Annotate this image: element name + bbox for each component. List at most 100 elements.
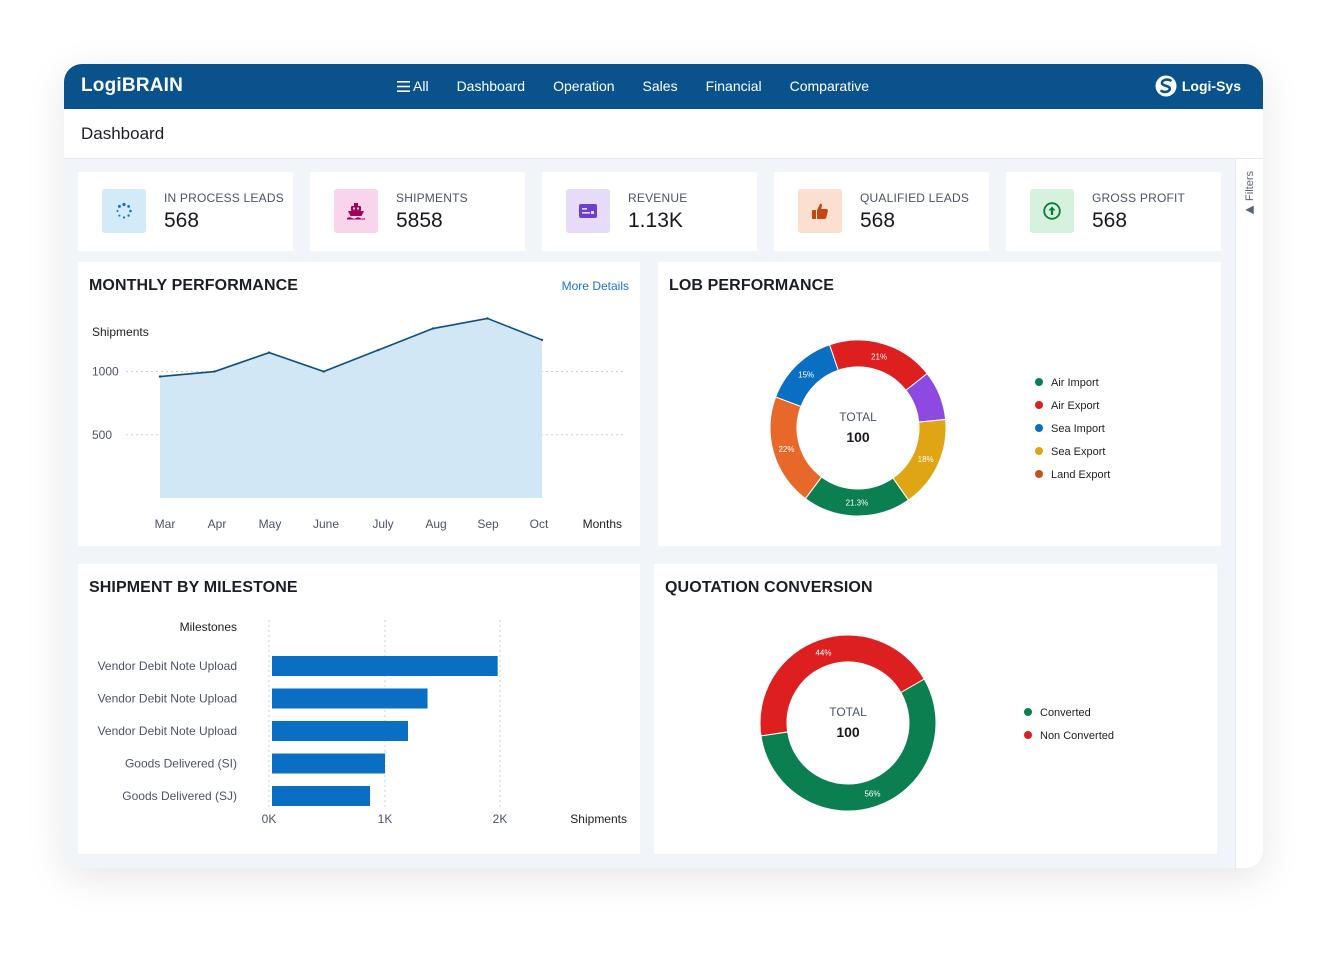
donut-segment[interactable] [804, 476, 910, 517]
panel-title: LOB PERFORMANCE [669, 277, 835, 294]
data-point[interactable] [486, 317, 489, 320]
donut-segment[interactable] [828, 339, 928, 391]
panel-monthly-performance: MONTHLY PERFORMANCE More Details Shipmen… [78, 262, 640, 546]
company-logo: Logi-Sys [1155, 75, 1241, 97]
kpi-label: IN PROCESS LEADS [164, 191, 284, 205]
x-tick-label: Aug [425, 517, 446, 531]
filters-panel-toggle[interactable]: ▶ Filters [1235, 159, 1263, 868]
bar[interactable] [272, 656, 498, 676]
data-point[interactable] [267, 351, 271, 354]
quotation-donut-chart: 56% 44% TOTAL 100 Converted Non Converted [759, 634, 1114, 812]
donut-segment[interactable] [760, 678, 937, 812]
filters-label: ▶ Filters [1243, 171, 1256, 217]
nav-item-label: All [413, 78, 429, 94]
y-tick-label: Vendor Debit Note Upload [98, 692, 237, 706]
kpi-card-in-process-leads[interactable]: IN PROCESS LEADS 568 [78, 172, 293, 251]
x-axis-title: Months [583, 517, 622, 531]
dashboard-frame: LogiBRAIN All Dashboard Operation Sales … [64, 64, 1263, 868]
segment-label: 15% [798, 370, 814, 379]
donut-center-value: 100 [836, 724, 860, 740]
logisys-logo-icon [1155, 75, 1177, 97]
kpi-card-gross-profit[interactable]: GROSS PROFIT 568 [1006, 172, 1221, 251]
x-tick-label: June [313, 517, 339, 531]
legend-dot [1024, 731, 1032, 739]
segment-label: 56% [864, 789, 880, 798]
data-point[interactable] [431, 327, 435, 330]
nav-item-sales[interactable]: Sales [642, 78, 678, 94]
panel-shipment-by-milestone: SHIPMENT BY MILESTONE Milestones Shipmen… [78, 564, 640, 854]
segment-label: 21% [871, 353, 887, 362]
bar[interactable] [272, 786, 371, 806]
area-fill [160, 318, 542, 498]
nav-item-comparative[interactable]: Comparative [789, 78, 869, 94]
data-point[interactable] [377, 348, 380, 352]
x-tick-label: Sep [477, 517, 499, 531]
logo-text: Logi-Sys [1181, 78, 1241, 94]
nav-item-operation[interactable]: Operation [553, 78, 615, 94]
segment-label: 44% [815, 649, 831, 658]
kpi-value: 568 [860, 209, 896, 232]
thumbs-up-icon [812, 203, 828, 219]
x-axis-title: Shipments [570, 812, 627, 826]
milestone-bar-chart: Milestones Shipments 0K 1K 2K Vendor Debit… [98, 620, 627, 826]
segment-label: 18% [918, 455, 934, 464]
x-tick-label: Oct [530, 517, 549, 531]
legend-item[interactable]: Air Import [1051, 377, 1099, 389]
legend-dot [1035, 470, 1043, 478]
kpi-label: SHIPMENTS [396, 191, 468, 205]
filters-text: Filters [1244, 171, 1256, 201]
legend-item[interactable]: Sea Export [1051, 446, 1105, 458]
nav-item-dashboard[interactable]: Dashboard [456, 78, 526, 94]
legend-item[interactable]: Sea Import [1051, 423, 1105, 435]
card-icon [579, 204, 597, 218]
x-tick-label: 2K [493, 812, 508, 826]
kpi-icon-box [798, 189, 842, 233]
kpi-icon-box [334, 189, 378, 233]
data-point[interactable] [540, 338, 544, 342]
legend-item[interactable]: Non Converted [1040, 730, 1114, 742]
data-point[interactable] [213, 370, 216, 373]
legend-dot [1035, 378, 1043, 386]
y-axis-title: Shipments [92, 325, 149, 339]
legend-item[interactable]: Air Export [1051, 400, 1099, 412]
bar[interactable] [272, 721, 408, 741]
kpi-value: 1.13K [628, 209, 683, 232]
nav-item-financial[interactable]: Financial [705, 78, 762, 94]
kpi-card-revenue[interactable]: REVENUE 1.13K [542, 172, 757, 251]
data-point[interactable] [158, 375, 162, 378]
main-nav: All Dashboard Operation Sales Financial … [397, 78, 897, 94]
y-tick-label: Vendor Debit Note Upload [98, 659, 237, 673]
data-point[interactable] [322, 370, 325, 373]
panel-title: MONTHLY PERFORMANCE [89, 277, 299, 294]
legend-item[interactable]: Land Export [1051, 469, 1110, 481]
kpi-icon-box [566, 189, 610, 233]
legend-item[interactable]: Converted [1040, 707, 1091, 719]
page-header: Dashboard [64, 109, 1263, 159]
panel-quotation-conversion: QUOTATION CONVERSION 56% 44% TOTAL 100 Co… [654, 564, 1217, 854]
x-tick-label: May [259, 517, 282, 531]
kpi-card-shipments[interactable]: SHIPMENTS 5858 [310, 172, 525, 251]
kpi-label: GROSS PROFIT [1092, 191, 1186, 205]
panel-lob-performance: LOB PERFORMANCE 21.3% 22% 15% 21% 18% TOTAL … [658, 262, 1221, 546]
monthly-area-chart: Shipments Months 500 1000 Mar Apr May June Ju… [92, 317, 624, 531]
segment-label: 22% [778, 445, 794, 454]
bar[interactable] [272, 688, 428, 709]
more-details-link[interactable]: More Details [561, 279, 629, 293]
bar[interactable] [272, 753, 385, 774]
brand-logo[interactable]: LogiBRAIN [81, 75, 184, 96]
legend-dot [1035, 401, 1043, 409]
x-tick-label: Mar [155, 517, 176, 531]
x-tick-label: July [372, 517, 393, 531]
page-title: Dashboard [81, 124, 165, 143]
donut-segment[interactable] [892, 418, 947, 501]
donut-segment[interactable] [759, 634, 925, 737]
nav-item-all[interactable]: All [397, 78, 429, 94]
donut-center-label: TOTAL [839, 410, 877, 424]
legend-dot [1035, 447, 1043, 455]
y-tick-label: Vendor Debit Note Upload [98, 724, 237, 738]
menu-icon [397, 81, 410, 92]
kpi-card-qualified-leads[interactable]: QUALIFIED LEADS 568 [774, 172, 989, 251]
kpi-value: 568 [1092, 209, 1128, 232]
kpi-icon-box [102, 189, 146, 233]
lob-donut-chart: 21.3% 22% 15% 21% 18% TOTAL 100 Air Import Ai… [769, 339, 1110, 517]
